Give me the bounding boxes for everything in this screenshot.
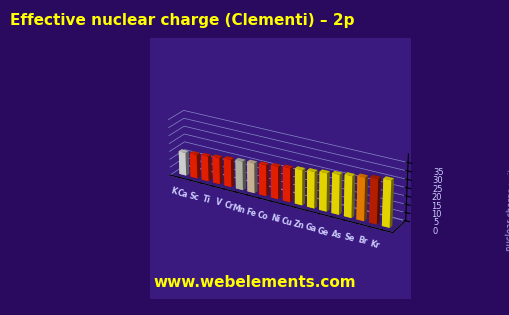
Text: Effective nuclear charge (Clementi) – 2p: Effective nuclear charge (Clementi) – 2p [10,13,354,28]
Text: www.webelements.com: www.webelements.com [153,275,356,290]
